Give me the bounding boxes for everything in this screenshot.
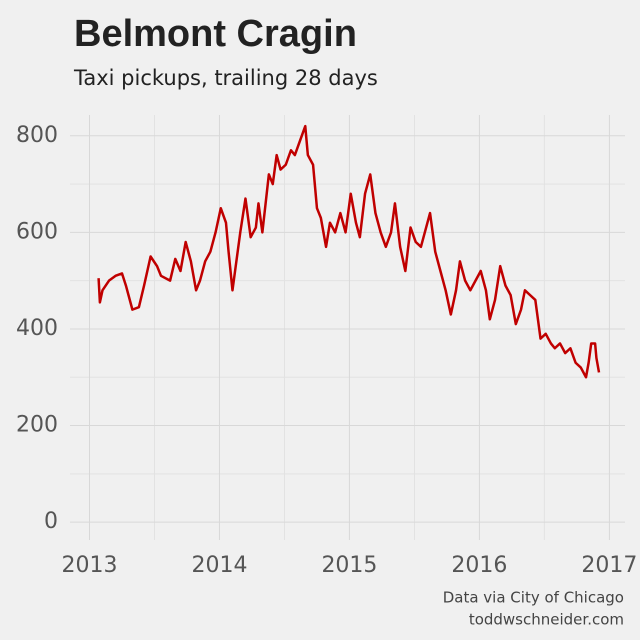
y-tick-label: 800 [16,123,58,148]
y-tick-label: 600 [16,219,58,244]
x-tick-label: 2015 [321,553,377,578]
source-note: Data via City of Chicago [443,589,624,607]
x-tick-label: 2017 [581,553,637,578]
y-tick-label: 200 [16,413,58,438]
data-line [97,124,601,379]
chart-subtitle: Taxi pickups, trailing 28 days [73,66,378,90]
y-tick-label: 0 [44,509,58,534]
y-tick-label: 400 [16,316,58,341]
grid [70,115,625,540]
x-tick-label: 2016 [451,553,507,578]
source-note: toddwschneider.com [469,611,624,629]
x-tick-label: 2014 [191,553,247,578]
chart-title: Belmont Cragin [74,13,357,55]
x-tick-label: 2013 [61,553,117,578]
